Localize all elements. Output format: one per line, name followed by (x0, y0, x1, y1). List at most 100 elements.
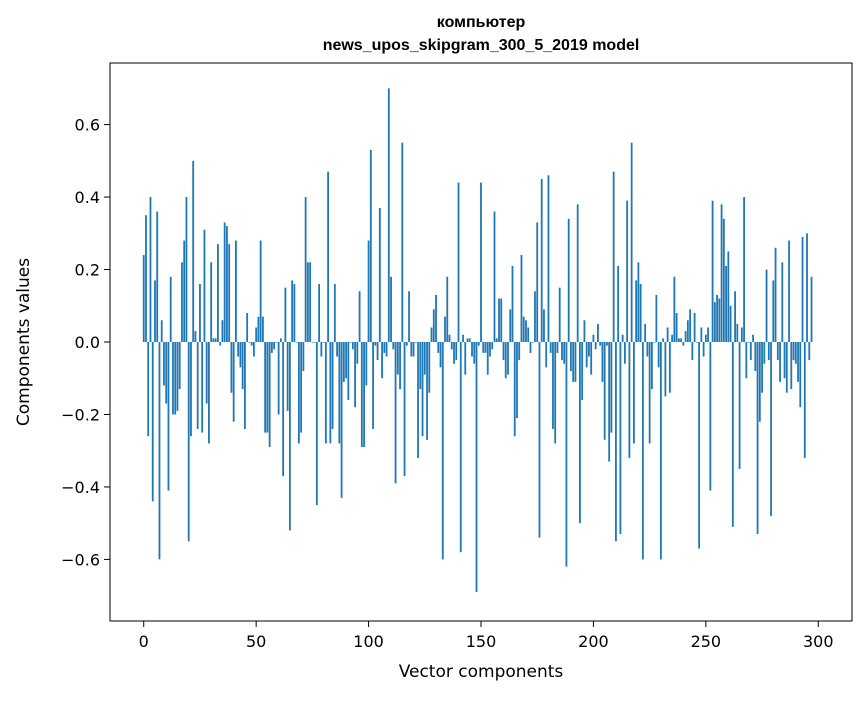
bar (770, 342, 772, 516)
bar (790, 342, 793, 390)
bar (464, 342, 467, 375)
bar (630, 142, 633, 342)
x-axis-label: Vector components (399, 662, 564, 682)
bar (226, 226, 228, 342)
bar (590, 342, 593, 375)
bar (435, 294, 437, 342)
bar (246, 313, 249, 342)
bar (190, 342, 192, 437)
bar (677, 338, 680, 342)
bar (183, 240, 186, 342)
bar (603, 342, 606, 440)
bar (637, 262, 640, 342)
bar (286, 342, 289, 411)
bar (322, 342, 325, 343)
y-tick-label: −0.4 (61, 478, 100, 497)
bar (459, 342, 462, 553)
bar (237, 342, 240, 357)
bar (396, 342, 399, 375)
bar (720, 204, 723, 342)
bar (585, 342, 588, 368)
bar (178, 342, 181, 390)
bar (525, 320, 527, 342)
bar (561, 342, 563, 361)
bar (221, 320, 224, 342)
bar (248, 342, 251, 343)
bar (154, 280, 156, 342)
bar (597, 323, 599, 342)
bar (788, 240, 790, 342)
bar (612, 171, 615, 342)
bar (599, 342, 602, 346)
bar (731, 342, 734, 527)
y-axis-label: Components values (14, 258, 34, 426)
bar (333, 284, 336, 342)
bar (329, 342, 332, 444)
bar (693, 313, 696, 342)
bar (489, 342, 491, 357)
bar (169, 276, 172, 342)
bar (250, 342, 253, 346)
bar (145, 215, 147, 342)
bar (414, 342, 417, 343)
bar (372, 342, 374, 429)
bar (511, 265, 514, 342)
bar (324, 342, 327, 444)
bar (264, 342, 267, 433)
bar (205, 342, 208, 404)
bar (392, 342, 395, 350)
bar (558, 287, 561, 342)
bar (527, 327, 530, 342)
bar (217, 244, 219, 342)
bar (774, 247, 777, 342)
bar (552, 342, 554, 429)
y-tick-label: −0.2 (61, 405, 100, 424)
bar (297, 342, 300, 444)
bar (567, 218, 570, 342)
bar (302, 342, 305, 371)
bar (806, 233, 808, 342)
bar (304, 197, 307, 342)
bar (475, 342, 478, 593)
bar (196, 342, 199, 429)
bar (794, 342, 797, 364)
bar (549, 342, 552, 353)
y-tick-label: 0.4 (75, 188, 100, 207)
bar (320, 342, 323, 357)
bar (518, 342, 521, 361)
bar (700, 327, 703, 342)
bar (767, 342, 770, 361)
bar (641, 342, 644, 560)
bar (531, 342, 534, 343)
bar (408, 291, 410, 342)
x-tick-label: 100 (353, 632, 384, 651)
bar (203, 229, 206, 342)
bar (365, 342, 368, 386)
bar (686, 320, 689, 342)
bar (253, 342, 255, 357)
bar (734, 291, 736, 342)
bar (473, 342, 476, 364)
bar (704, 334, 707, 342)
bar (369, 149, 372, 342)
bar (275, 342, 278, 343)
bar (718, 298, 721, 342)
bar (520, 255, 523, 342)
bar (441, 342, 444, 560)
bar (367, 240, 370, 342)
bar (378, 207, 381, 342)
bar (747, 342, 750, 343)
bar (635, 280, 638, 342)
bar (158, 342, 161, 560)
chart-title-line: news_upos_skipgram_300_5_2019 model (323, 37, 640, 54)
bar (446, 276, 449, 342)
bar (212, 338, 215, 342)
bar (615, 342, 617, 542)
bar (785, 342, 788, 393)
bar (401, 142, 404, 342)
bar (412, 342, 415, 357)
bar (405, 342, 408, 346)
bar (664, 342, 667, 397)
bar (156, 211, 159, 342)
bar (268, 342, 271, 448)
